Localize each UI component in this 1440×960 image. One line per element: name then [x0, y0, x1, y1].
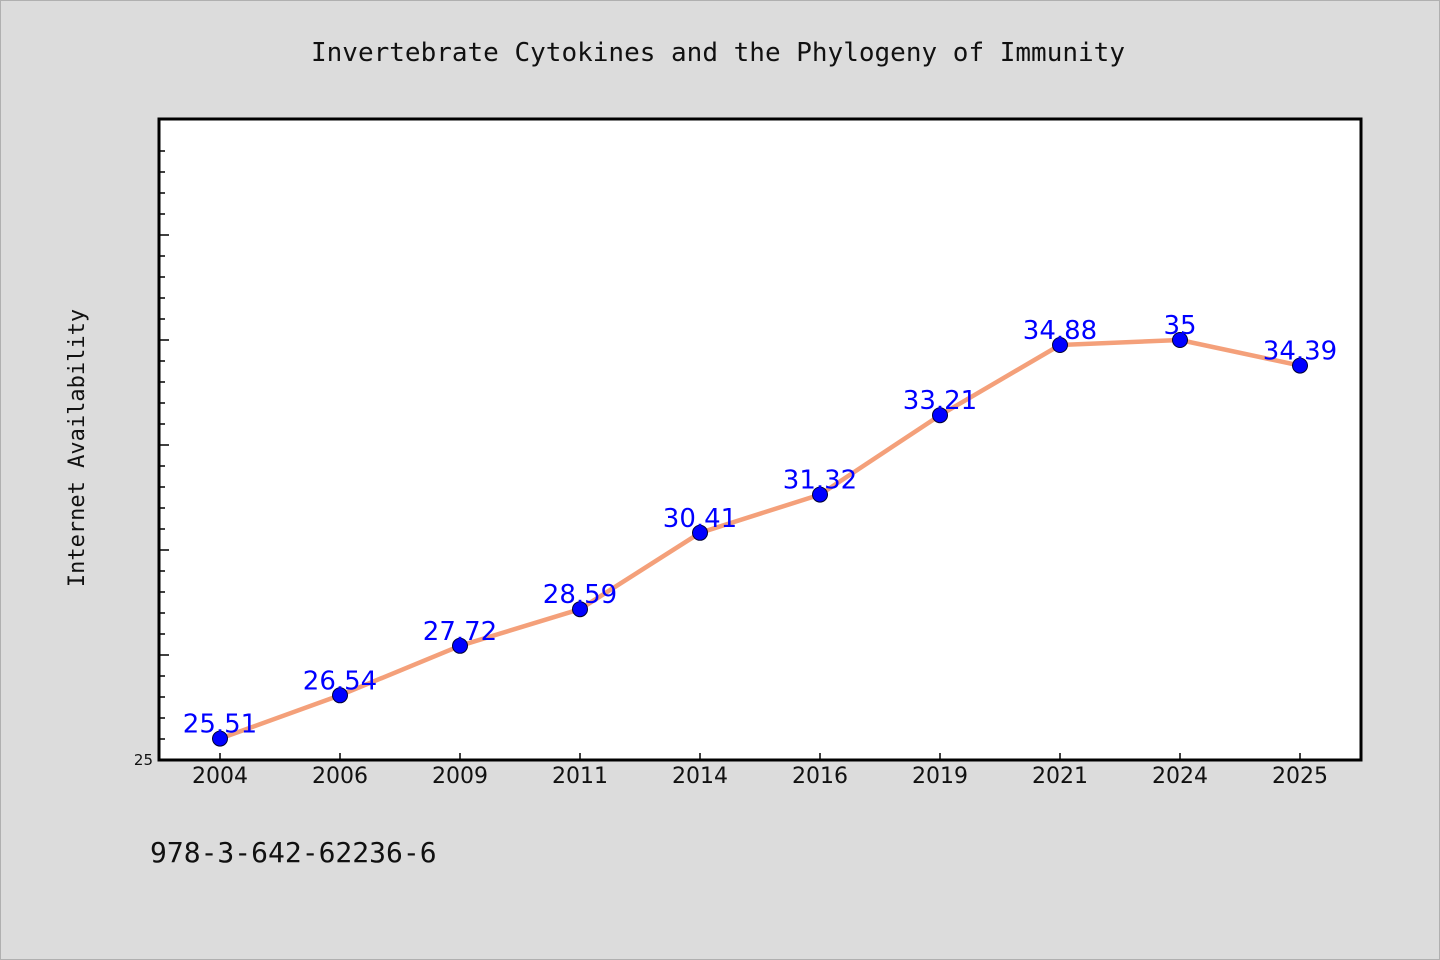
x-tick-label: 2025: [1272, 764, 1328, 789]
isbn-footnote: 978-3-642-62236-6: [150, 836, 437, 869]
y-axis-ticks: 25: [134, 150, 169, 769]
data-point: [932, 407, 948, 424]
data-label: 28.59: [543, 580, 617, 610]
x-tick-label: 2011: [552, 764, 608, 789]
x-tick-label: 2006: [312, 764, 368, 789]
data-point: [1052, 337, 1068, 353]
data-label: 34.88: [1023, 316, 1097, 346]
chart-title: Invertebrate Cytokines and the Phylogeny…: [311, 38, 1125, 68]
series-layer: [212, 332, 1308, 747]
data-point: [692, 524, 708, 541]
x-tick-label: 2009: [432, 764, 488, 789]
data-label: 27.72: [423, 617, 497, 647]
data-point: [1292, 357, 1308, 374]
plot-area: [157, 117, 1363, 762]
data-point: [1172, 332, 1188, 348]
data-point: [572, 601, 588, 618]
data-label: 34.39: [1263, 337, 1337, 367]
x-tick-label: 2019: [912, 764, 968, 789]
data-label: 30.41: [663, 504, 737, 534]
x-tick-label: 2014: [672, 764, 728, 789]
data-point: [452, 637, 468, 654]
data-label: 26.54: [303, 666, 377, 696]
data-point: [332, 687, 348, 704]
y-axis-label: Internet Availability: [65, 309, 90, 587]
y-tick-label: 25: [134, 751, 153, 769]
data-label: 31.32: [783, 466, 857, 496]
x-tick-label: 2024: [1152, 764, 1208, 789]
x-tick-label: 2016: [792, 764, 848, 789]
x-tick-label: 2004: [192, 764, 248, 789]
data-label: 25.51: [183, 710, 257, 740]
data-labels: 25.51 26.54 27.72 28.59 30.41 31.32 33.21 34.88…: [183, 311, 1337, 740]
x-tick-label: 2021: [1032, 764, 1088, 789]
x-axis-ticks: 2004 2006 2009 2011 2014 2016 2019 2021 2024 2025: [192, 753, 1328, 789]
data-point: [812, 486, 828, 503]
data-label: 35: [1163, 311, 1196, 341]
data-point: [212, 730, 228, 747]
data-label: 33.21: [903, 386, 977, 416]
series-line: [217, 337, 1303, 741]
